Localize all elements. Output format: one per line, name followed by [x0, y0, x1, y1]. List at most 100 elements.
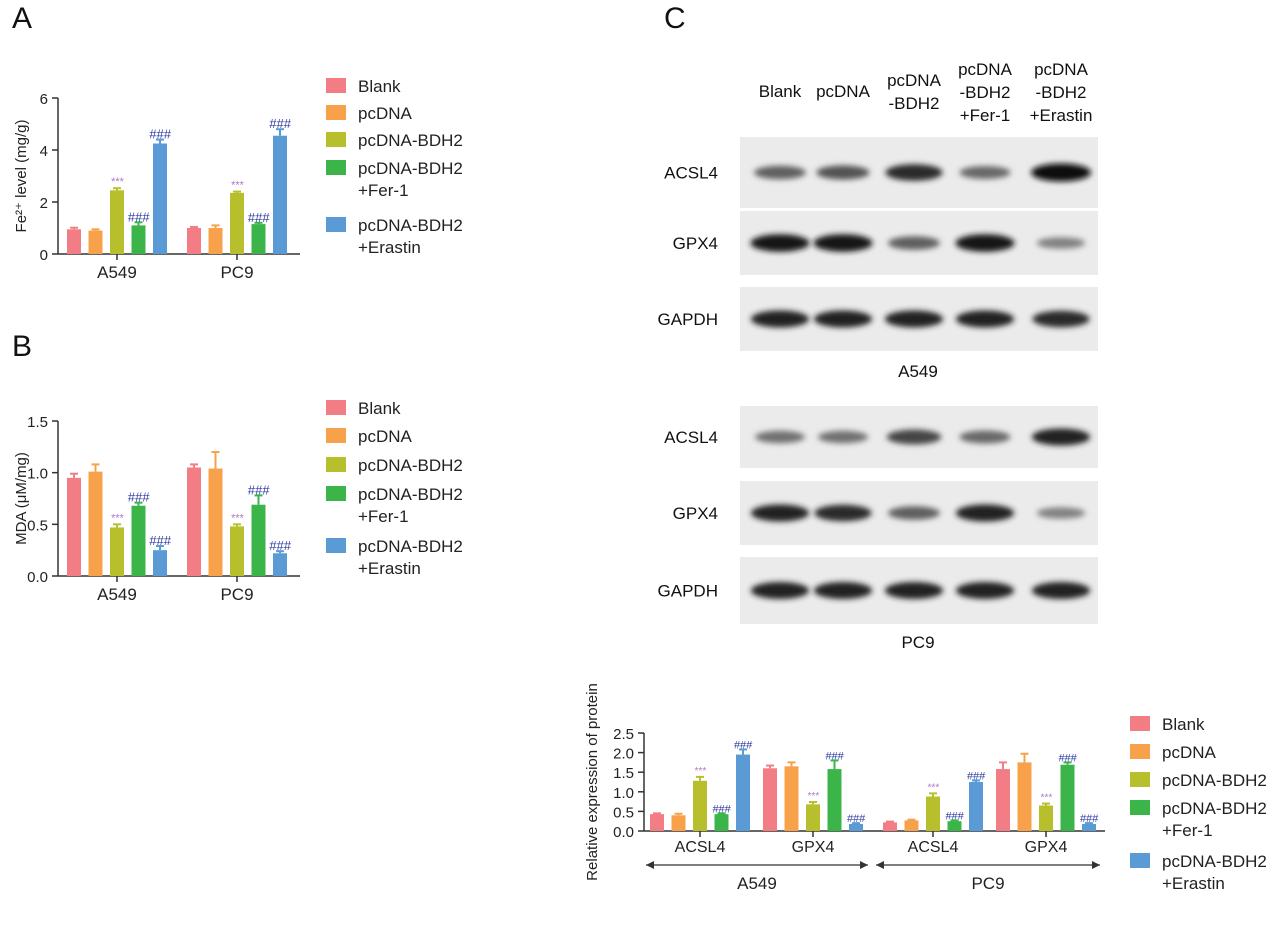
- blot-band: [885, 164, 943, 181]
- bar: [110, 190, 124, 254]
- blot-band: [1031, 163, 1091, 182]
- legend-label: pcDNA-BDH2: [358, 456, 463, 475]
- blot-band: [1036, 507, 1086, 519]
- x-tick-label: GPX4: [1025, 839, 1068, 856]
- protein-label: ACSL4: [664, 428, 718, 447]
- significance-mark: ###: [269, 116, 291, 131]
- x-tick-label: ACSL4: [675, 839, 726, 856]
- significance-mark: ###: [149, 127, 171, 142]
- legend-label: +Fer-1: [358, 507, 409, 526]
- blot-band: [1031, 428, 1091, 446]
- significance-mark: ***: [694, 766, 707, 777]
- bar: [230, 192, 244, 254]
- blot-band: [750, 504, 810, 522]
- legend-label: pcDNA-BDH2: [358, 537, 463, 556]
- protein-label: GAPDH: [658, 310, 718, 329]
- bar: [693, 780, 707, 831]
- cell-line-label: PC9: [971, 874, 1004, 893]
- bar: [273, 135, 287, 254]
- blot-band: [955, 504, 1015, 522]
- legend-label: pcDNA-BDH2: [358, 159, 463, 178]
- significance-mark: ###: [149, 533, 171, 548]
- protein-label: GPX4: [673, 234, 718, 253]
- legend-swatch: [326, 217, 346, 232]
- blot-band: [814, 504, 872, 522]
- legend-label: pcDNA-BDH2: [1162, 799, 1267, 818]
- lane-header: pcDNA: [958, 60, 1013, 79]
- bar: [131, 225, 146, 254]
- bar: [827, 769, 842, 831]
- significance-mark: ###: [1058, 752, 1077, 764]
- bar: [251, 224, 266, 254]
- bar: [153, 550, 167, 576]
- significance-mark: ###: [847, 813, 866, 825]
- legend-swatch: [326, 538, 346, 553]
- legend-swatch: [326, 400, 346, 415]
- bar: [736, 754, 750, 831]
- bar: [67, 477, 81, 576]
- bar: [883, 822, 897, 831]
- blot-band: [813, 234, 873, 252]
- blot-band: [816, 165, 870, 180]
- bar: [88, 230, 103, 254]
- bar: [153, 143, 167, 254]
- y-tick-label: 0.0: [27, 569, 48, 586]
- lane-header: pcDNA: [816, 82, 871, 101]
- bar: [763, 768, 777, 831]
- lane-header: -BDH2: [959, 83, 1010, 102]
- legend-label: pcDNA: [358, 427, 413, 446]
- legend-label: pcDNA: [1162, 743, 1217, 762]
- bar: [208, 468, 223, 576]
- bar: [996, 769, 1010, 831]
- x-tick-label: A549: [97, 585, 137, 604]
- blot-band: [888, 236, 940, 250]
- bar: [969, 782, 983, 831]
- y-tick-label: 1.5: [613, 765, 634, 782]
- blot-band: [959, 430, 1011, 444]
- y-tick-label: 0: [40, 247, 48, 264]
- significance-mark: ***: [111, 176, 125, 188]
- blot-band: [955, 582, 1015, 599]
- y-tick-label: 4: [40, 143, 48, 160]
- bar: [187, 228, 201, 254]
- protein-label: GPX4: [673, 504, 718, 523]
- bar: [784, 766, 799, 831]
- bracket-arrow-left: [646, 861, 654, 869]
- y-axis-title: MDA (μM/mg): [13, 452, 30, 545]
- blot-band: [886, 429, 942, 445]
- significance-mark: ***: [1040, 793, 1053, 804]
- y-tick-label: 0.5: [613, 804, 634, 821]
- significance-mark: ###: [734, 739, 753, 751]
- blot-band: [884, 310, 944, 328]
- panel-label-c: C: [664, 2, 686, 35]
- blot-band: [750, 310, 810, 328]
- blot-band: [1036, 237, 1086, 249]
- significance-mark: ###: [712, 803, 731, 815]
- blot-band: [888, 506, 940, 520]
- significance-mark: ###: [967, 770, 986, 782]
- blot-pc9: ACSL4 GPX4 GAPDH PC9: [658, 406, 1098, 652]
- blot-band: [955, 234, 1015, 252]
- legend-label: pcDNA: [358, 104, 413, 123]
- bar: [110, 527, 124, 576]
- bar: [1017, 762, 1032, 831]
- protein-label: GAPDH: [658, 582, 718, 601]
- legend-label: +Erastin: [358, 238, 421, 257]
- panel-label-b: B: [12, 330, 33, 363]
- bar: [273, 553, 287, 576]
- bracket-arrow-right: [1092, 861, 1100, 869]
- legend-swatch: [326, 132, 346, 147]
- bar: [251, 504, 266, 576]
- x-tick-label: PC9: [220, 263, 253, 282]
- significance-mark: ###: [269, 538, 291, 553]
- y-axis-title: Relative expression of protein: [584, 683, 601, 881]
- legend-swatch: [1130, 853, 1150, 868]
- bar: [806, 804, 820, 831]
- bar: [671, 815, 686, 831]
- significance-mark: ###: [1080, 813, 1099, 825]
- legend-label: +Fer-1: [1162, 821, 1213, 840]
- significance-mark: ***: [231, 512, 245, 524]
- bar: [88, 471, 103, 576]
- y-tick-label: 2: [40, 195, 48, 212]
